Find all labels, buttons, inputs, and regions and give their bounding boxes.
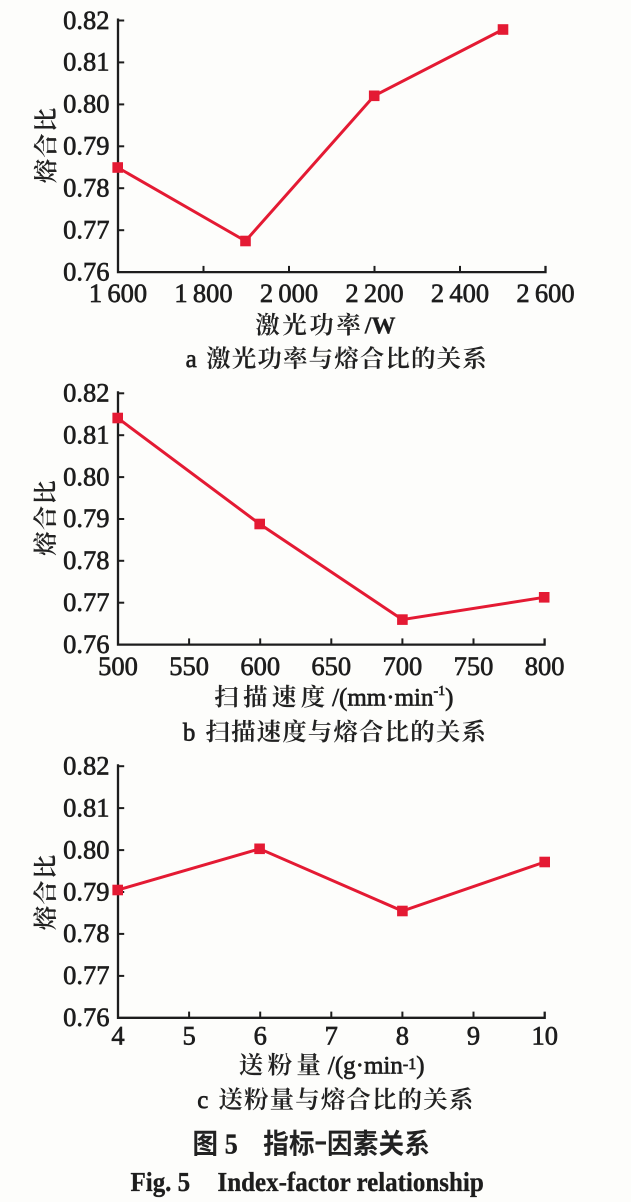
- svg-text:-1: -1: [434, 684, 446, 699]
- svg-text:650: 650: [311, 651, 351, 681]
- svg-text:0.78: 0.78: [63, 918, 109, 948]
- svg-text:a: a: [186, 346, 197, 373]
- svg-text:5: 5: [225, 1128, 238, 1159]
- svg-text:10: 10: [531, 1021, 558, 1051]
- svg-text:/W: /W: [364, 314, 396, 340]
- svg-text:0.80: 0.80: [63, 461, 109, 491]
- svg-text:/(mm·min: /(mm·min: [332, 685, 434, 712]
- svg-text:): ): [445, 685, 453, 712]
- svg-text:Fig. 5: Fig. 5: [131, 1167, 191, 1197]
- svg-text:0.80: 0.80: [63, 89, 109, 119]
- svg-text:0.76: 0.76: [63, 256, 109, 286]
- svg-text:0.80: 0.80: [63, 834, 109, 864]
- svg-text:2 000: 2 000: [260, 278, 318, 308]
- svg-text:0.82: 0.82: [63, 751, 109, 781]
- svg-text:b: b: [183, 719, 196, 746]
- svg-text:1 600: 1 600: [89, 278, 147, 308]
- svg-text:0.81: 0.81: [63, 792, 109, 822]
- svg-text:0.76: 0.76: [63, 629, 109, 659]
- svg-text:550: 550: [169, 651, 209, 681]
- svg-text:4: 4: [111, 1021, 124, 1051]
- svg-text:c: c: [197, 1087, 208, 1114]
- svg-text:/(g·min: /(g·min: [328, 1053, 403, 1080]
- svg-text:0.79: 0.79: [63, 503, 109, 533]
- svg-text:5: 5: [182, 1021, 195, 1051]
- svg-text:6: 6: [254, 1021, 267, 1051]
- svg-text:8: 8: [396, 1021, 409, 1051]
- svg-text:0.79: 0.79: [63, 876, 109, 906]
- svg-text:-1: -1: [403, 1056, 416, 1073]
- svg-text:): ): [416, 1053, 424, 1080]
- svg-text:7: 7: [325, 1021, 338, 1051]
- svg-text:0.79: 0.79: [63, 131, 109, 161]
- svg-text:0.77: 0.77: [63, 587, 109, 617]
- svg-text:0.78: 0.78: [63, 545, 109, 575]
- svg-text:2 400: 2 400: [431, 278, 489, 308]
- svg-text:500: 500: [98, 651, 138, 681]
- svg-text:1 800: 1 800: [174, 278, 232, 308]
- svg-text:0.82: 0.82: [63, 378, 109, 408]
- svg-text:2 600: 2 600: [516, 278, 574, 308]
- svg-text:9: 9: [467, 1021, 480, 1051]
- svg-text:0.77: 0.77: [63, 960, 109, 990]
- svg-text:0.76: 0.76: [63, 1002, 109, 1032]
- svg-text:750: 750: [454, 651, 494, 681]
- svg-text:0.82: 0.82: [63, 5, 109, 35]
- svg-text:600: 600: [240, 651, 280, 681]
- svg-text:0.81: 0.81: [63, 420, 109, 450]
- svg-text:0.81: 0.81: [63, 47, 109, 77]
- svg-text:2 200: 2 200: [345, 278, 403, 308]
- svg-text:800: 800: [525, 651, 565, 681]
- svg-text:Index-factor relationship: Index-factor relationship: [217, 1167, 483, 1197]
- svg-text:700: 700: [383, 651, 423, 681]
- svg-text:0.77: 0.77: [63, 215, 109, 245]
- svg-text:0.78: 0.78: [63, 173, 109, 203]
